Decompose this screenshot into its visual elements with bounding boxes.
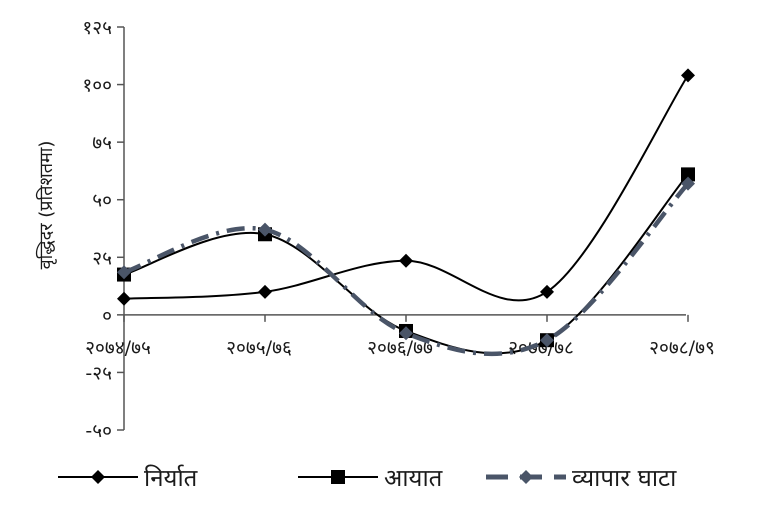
x-tick-label: २०७८/७९ — [649, 337, 715, 359]
legend-marker — [91, 470, 105, 484]
x-tick-label: २०७४/७५ — [85, 337, 151, 359]
x-tick-label: २०७७/७८ — [508, 337, 574, 359]
series-1 — [117, 68, 695, 306]
legend-label: व्यापार घाटा — [572, 464, 677, 492]
series-line — [123, 74, 689, 302]
data-point — [117, 265, 131, 280]
y-tick-label: ० — [102, 305, 112, 327]
y-tick-label: १२५ — [82, 17, 112, 39]
series-lines — [117, 68, 695, 357]
data-point — [540, 284, 554, 299]
data-point — [117, 291, 131, 306]
data-point — [258, 222, 272, 237]
y-tick-label: ५० — [92, 190, 112, 212]
y-tick-label: -२५ — [85, 362, 112, 384]
legend-marker — [331, 470, 345, 484]
legend-label: निर्यात — [144, 464, 199, 492]
legend-label: आयात — [384, 464, 444, 492]
x-axis: २०७४/७५ २०७५/७६ २०७६/७७ २०७७/७८ २०७८/७९ — [85, 314, 715, 359]
data-point — [681, 176, 695, 191]
series-3 — [117, 176, 695, 357]
x-tick-label: २०७५/७६ — [226, 337, 292, 359]
y-axis-label: वृद्धिदर (प्रतिशतमा) — [35, 141, 57, 270]
data-point — [681, 167, 695, 182]
data-point — [399, 253, 413, 268]
legend-item: आयात — [298, 464, 444, 492]
data-point — [258, 284, 272, 299]
data-point — [399, 326, 413, 341]
y-tick-label: २५ — [92, 247, 112, 269]
legend-item: व्यापार घाटा — [486, 464, 677, 492]
y-axis: -५० -२५ ० २५ ५० ७५ १०० १२५ — [82, 17, 125, 442]
data-point — [681, 68, 695, 83]
y-tick-label: ७५ — [92, 132, 112, 154]
x-tick-label: २०७६/७७ — [367, 337, 433, 359]
legend-marker — [519, 470, 533, 484]
y-tick-label: १०० — [82, 75, 112, 97]
data-point — [540, 333, 554, 348]
legend-item: निर्यात — [58, 464, 199, 492]
legend: निर्यात आयात व्यापार घाटा — [58, 464, 677, 492]
y-tick-label: -५० — [85, 420, 112, 442]
